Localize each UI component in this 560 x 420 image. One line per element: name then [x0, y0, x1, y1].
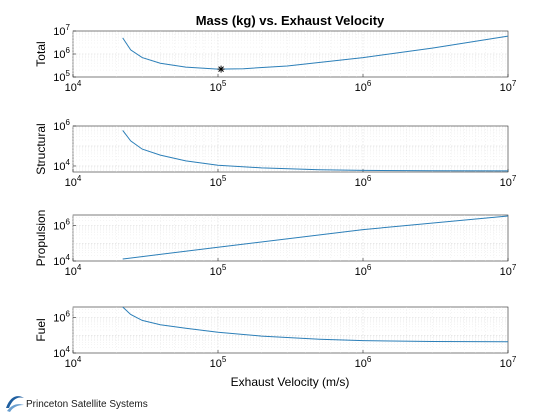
x-tick-label: 104: [65, 263, 82, 278]
logo-swoosh-icon: [6, 396, 24, 412]
x-tick-label: 105: [210, 263, 227, 278]
y-axis-label: Structural: [34, 123, 48, 174]
x-tick-label: 106: [355, 174, 372, 189]
x-tick-label: 106: [355, 263, 372, 278]
x-tick-label: 107: [500, 174, 517, 189]
x-tick-label: 107: [500, 79, 517, 94]
series-line: [122, 130, 509, 172]
marker-stroke: [218, 66, 224, 72]
x-tick-label: 107: [500, 355, 517, 370]
series-line: [122, 306, 509, 343]
x-tick-label: 107: [500, 263, 517, 278]
x-tick-label: 105: [210, 355, 227, 370]
x-tick-label: 104: [65, 174, 82, 189]
y-tick-label: 106: [53, 218, 70, 233]
y-axis-label: Propulsion: [34, 210, 48, 267]
y-tick-label: 106: [53, 46, 70, 61]
company-logo: Princeton Satellite Systems: [4, 392, 164, 416]
x-tick-label: 106: [355, 355, 372, 370]
y-tick-label: 106: [53, 118, 70, 133]
y-axis-label: Fuel: [34, 318, 48, 341]
y-tick-label: 104: [53, 345, 70, 360]
y-tick-label: 104: [53, 253, 70, 268]
logo-text: Princeton Satellite Systems: [26, 399, 148, 410]
x-tick-label: 105: [210, 79, 227, 94]
series-line: [122, 215, 509, 260]
y-tick-label: 104: [53, 158, 70, 173]
x-tick-label: 106: [355, 79, 372, 94]
minimum-marker: [217, 65, 225, 73]
subplot-propulsion: 104 105 106 107 104 106 Propulsion: [34, 210, 517, 278]
subplot-structural: 104 105 106 107 104 106 Structural: [34, 118, 517, 189]
chart-title: Mass (kg) vs. Exhaust Velocity: [196, 13, 385, 28]
subplot-fuel: 104 105 106 107 104 106 Fuel: [34, 306, 517, 370]
y-axis-label: Total: [34, 41, 48, 66]
x-tick-label: 104: [65, 79, 82, 94]
y-tick-label: 106: [53, 310, 70, 325]
x-axis-label: Exhaust Velocity (m/s): [231, 375, 350, 389]
x-tick-label: 104: [65, 355, 82, 370]
y-tick-label: 105: [53, 69, 70, 84]
x-tick-label: 105: [210, 174, 227, 189]
y-tick-label: 107: [53, 23, 70, 38]
